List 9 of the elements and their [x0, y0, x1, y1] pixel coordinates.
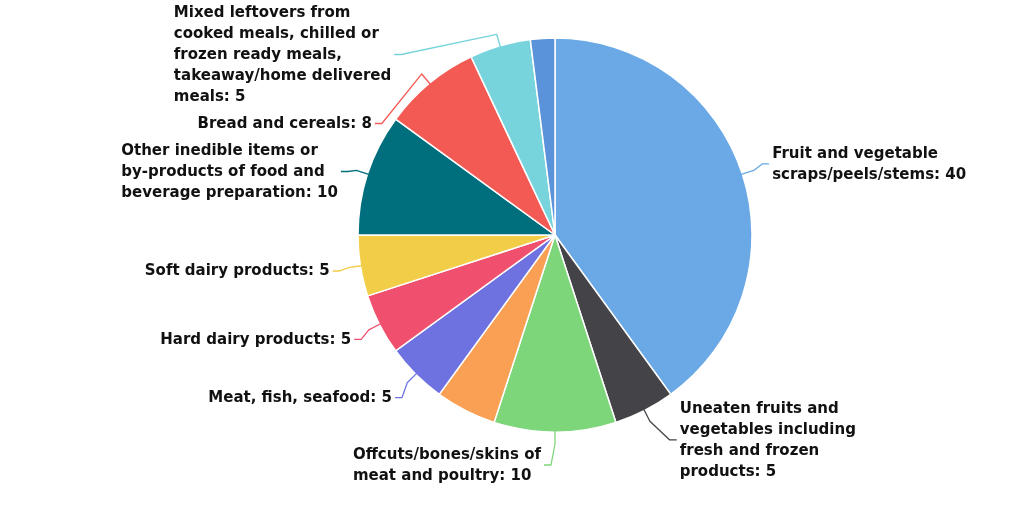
- slice-label: Bread and cereals: 8: [197, 114, 372, 132]
- slice-label: Uneaten fruits and vegetables including fresh and frozen products: 5: [679, 398, 856, 480]
- slice-label: Meat, fish, seafood: 5: [208, 388, 393, 407]
- slice-label: Soft dairy products: 5: [144, 261, 330, 280]
- slice-label: Hard dairy products: 5: [160, 329, 352, 348]
- slice-label: Offcuts/bones/skins of meat and poultry: 10: [352, 445, 542, 484]
- slice-label: Other inedible items or by-products of food and beverage preparation: 10: [121, 141, 338, 201]
- slice-label: Mixed leftovers from cooked meals, chilled or frozen ready meals, takeaway/home delivered meals: 5: [173, 3, 392, 105]
- slice-label: Fruit and vegetable scraps/peels/stems: 40: [772, 143, 967, 183]
